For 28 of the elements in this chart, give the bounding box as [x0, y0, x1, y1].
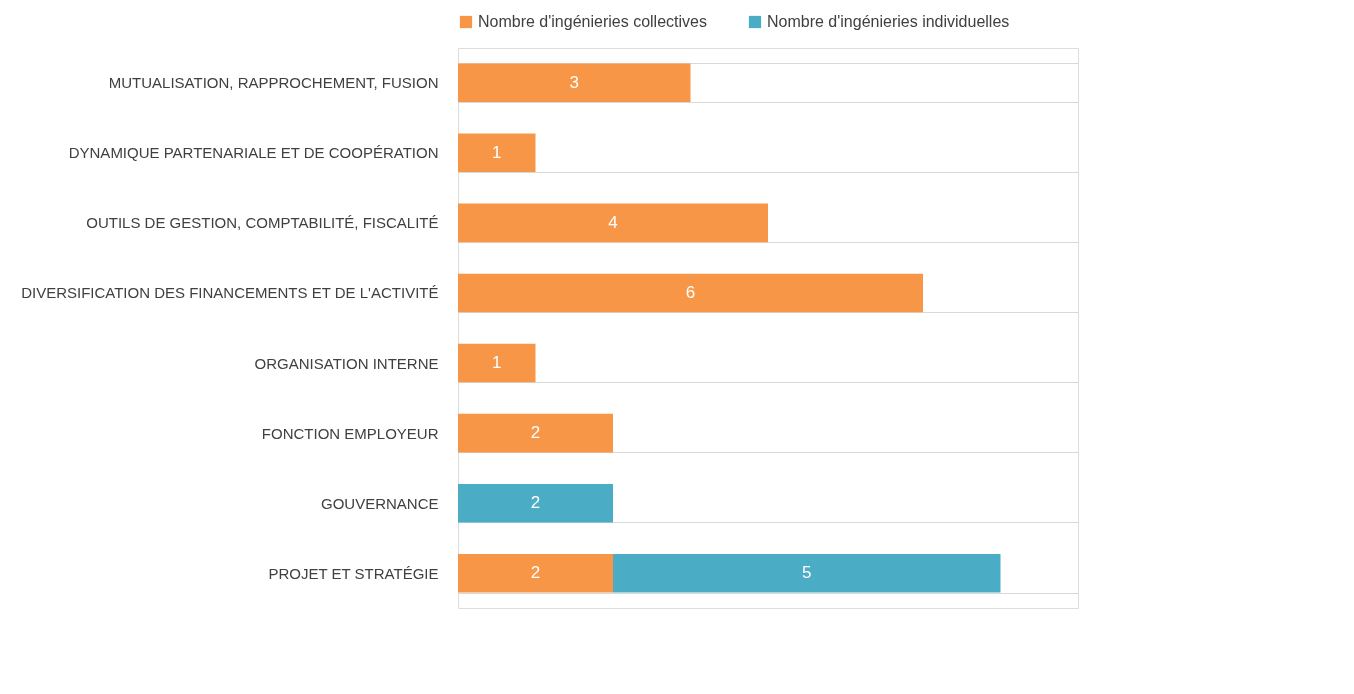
data-label: 2: [530, 563, 541, 583]
y-tick-label: MUTUALISATION, RAPPROCHEMENT, FUSION: [108, 74, 439, 92]
data-label: 2: [530, 423, 541, 443]
data-label: 1: [492, 142, 502, 162]
y-tick-label: PROJET ET STRATÉGIE: [268, 564, 439, 582]
y-tick-label: DYNAMIQUE PARTENARIALE ET DE COOPÉRATION: [68, 144, 439, 162]
legend-label: Nombre d'ingénieries individuelles: [767, 13, 1010, 30]
bar: [613, 554, 1001, 593]
bar: [458, 273, 923, 313]
y-tick-label: ORGANISATION INTERNE: [254, 354, 439, 372]
data-label: 4: [608, 212, 618, 232]
bar: [458, 203, 768, 243]
data-label: 5: [802, 563, 812, 583]
y-tick-label: DIVERSIFICATION DES FINANCEMENTS ET DE L'ACTIVITÉ: [21, 284, 439, 302]
bar: [458, 133, 536, 173]
data-label: 1: [492, 353, 502, 373]
bar: [458, 413, 613, 453]
bar: [458, 63, 691, 102]
y-tick-label: OUTILS DE GESTION, COMPTABILITÉ, FISCALITÉ: [86, 214, 439, 232]
y-tick-label: GOUVERNANCE: [320, 494, 439, 512]
data-label: 6: [685, 282, 696, 302]
y-tick-label: FONCTION EMPLOYEUR: [261, 424, 439, 442]
legend-label: Nombre d'ingénieries collectives: [478, 13, 707, 30]
bar: [458, 343, 536, 383]
bar: [458, 554, 613, 593]
data-label: 2: [530, 493, 541, 513]
data-label: 3: [569, 72, 579, 92]
bar: [458, 483, 613, 523]
